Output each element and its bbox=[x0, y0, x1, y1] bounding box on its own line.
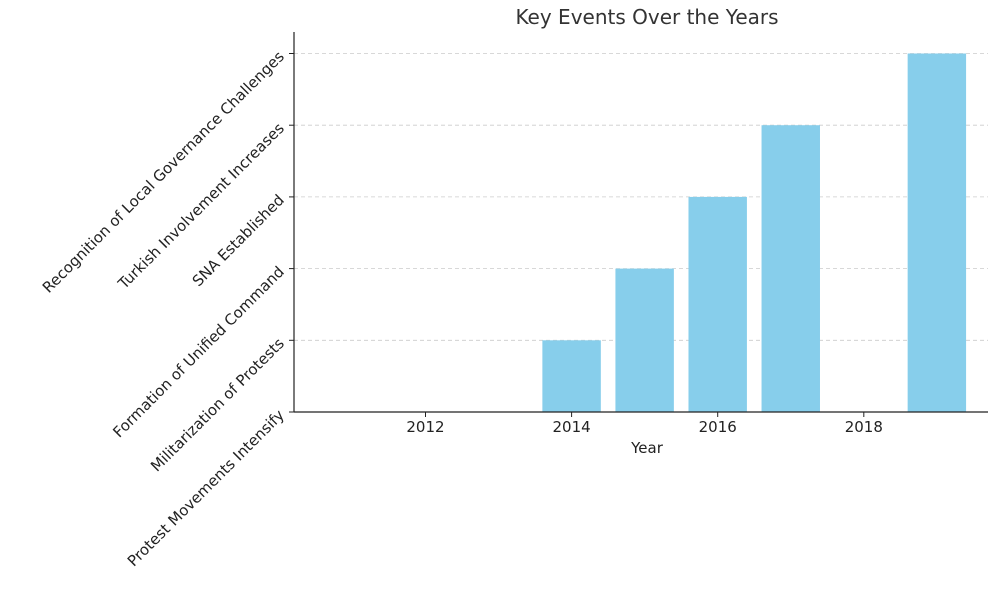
bar-2016 bbox=[688, 196, 747, 412]
bar-2015 bbox=[615, 268, 674, 412]
y-ticks: Protest Movements IntensifyMilitarizatio… bbox=[39, 47, 294, 570]
chart-title: Key Events Over the Years bbox=[515, 5, 778, 29]
bar-2014 bbox=[542, 340, 601, 412]
x-tick-label: 2016 bbox=[699, 418, 737, 436]
y-tick-label: Recognition of Local Governance Challeng… bbox=[39, 47, 288, 296]
y-tick-label: Militarization of Protests bbox=[147, 334, 288, 475]
x-tick-label: 2012 bbox=[406, 418, 444, 436]
x-tick-label: 2018 bbox=[845, 418, 883, 436]
bar-2017 bbox=[761, 125, 820, 412]
bars bbox=[542, 53, 967, 413]
y-tick-label: Protest Movements Intensify bbox=[124, 406, 288, 570]
axes bbox=[293, 32, 988, 413]
x-axis-label: Year bbox=[630, 439, 664, 457]
bar-2019 bbox=[907, 53, 967, 413]
x-tick-label: 2014 bbox=[553, 418, 591, 436]
x-ticks: 2012 2014 2016 2018 bbox=[406, 412, 883, 436]
